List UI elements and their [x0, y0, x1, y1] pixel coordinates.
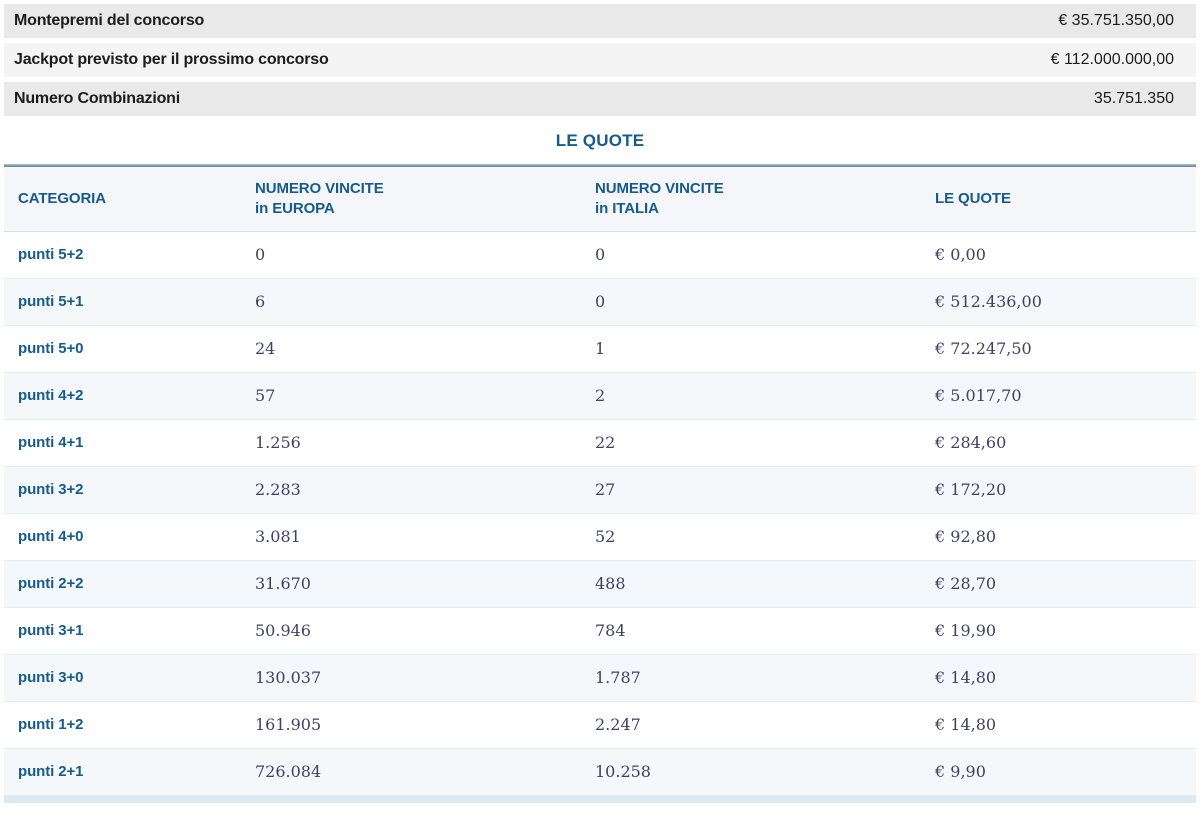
results-page: Montepremi del concorso € 35.751.350,00 … [4, 0, 1196, 803]
table-top-divider [4, 164, 1196, 167]
table-row: punti 3+2 2.283 27 € 172,20 [4, 466, 1196, 514]
wins-europe: 6 [245, 278, 585, 326]
summary-value: 35.751.350 [1093, 90, 1174, 107]
column-header-label: NUMERO VINCITE [595, 179, 724, 197]
category-label: punti 2+2 [4, 560, 245, 608]
quote-value: € 0,00 [925, 231, 1196, 279]
table-row: punti 5+0 24 1 € 72.247,50 [4, 325, 1196, 373]
table-row: punti 1+2 161.905 2.247 € 14,80 [4, 701, 1196, 749]
column-header-vincite-italia: NUMERO VINCITE in ITALIA [585, 167, 925, 232]
quote-value: € 14,80 [925, 701, 1196, 749]
summary-label: Jackpot previsto per il prossimo concors… [14, 51, 329, 68]
wins-italy: 27 [585, 466, 925, 514]
quotes-table: CATEGORIA NUMERO VINCITE in EUROPA NUMERO… [4, 167, 1196, 796]
wins-italy: 0 [585, 278, 925, 326]
wins-italy: 488 [585, 560, 925, 608]
quote-value: € 9,90 [925, 748, 1196, 796]
summary-row-jackpot: Jackpot previsto per il prossimo concors… [4, 43, 1196, 77]
category-label: punti 3+1 [4, 607, 245, 655]
quote-value: € 14,80 [925, 654, 1196, 702]
table-row: punti 4+0 3.081 52 € 92,80 [4, 513, 1196, 561]
wins-europe: 726.084 [245, 748, 585, 796]
column-header-vincite-europa: NUMERO VINCITE in EUROPA [245, 167, 585, 232]
wins-italy: 22 [585, 419, 925, 467]
wins-europe: 50.946 [245, 607, 585, 655]
summary-label: Montepremi del concorso [14, 12, 205, 29]
wins-italy: 1.787 [585, 654, 925, 702]
wins-europe: 0 [245, 231, 585, 279]
category-label: punti 1+2 [4, 701, 245, 749]
table-row: punti 3+0 130.037 1.787 € 14,80 [4, 654, 1196, 702]
wins-italy: 0 [585, 231, 925, 279]
section-title: LE QUOTE [555, 131, 645, 150]
summary-value: € 112.000.000,00 [1050, 51, 1174, 68]
quote-value: € 512.436,00 [925, 278, 1196, 326]
wins-europe: 2.283 [245, 466, 585, 514]
prize-summary: Montepremi del concorso € 35.751.350,00 … [4, 4, 1196, 116]
wins-europe: 31.670 [245, 560, 585, 608]
table-bottom-divider [4, 795, 1196, 803]
table-row: punti 2+2 31.670 488 € 28,70 [4, 560, 1196, 608]
category-label: punti 5+0 [4, 325, 245, 373]
wins-italy: 784 [585, 607, 925, 655]
category-label: punti 5+1 [4, 278, 245, 326]
wins-europe: 130.037 [245, 654, 585, 702]
wins-europe: 1.256 [245, 419, 585, 467]
summary-label: Numero Combinazioni [14, 90, 180, 107]
column-header-label: LE QUOTE [935, 189, 1011, 207]
wins-europe: 57 [245, 372, 585, 420]
quotes-table-header: CATEGORIA NUMERO VINCITE in EUROPA NUMERO… [4, 167, 1196, 232]
table-row: punti 2+1 726.084 10.258 € 9,90 [4, 748, 1196, 796]
wins-italy: 10.258 [585, 748, 925, 796]
table-row: punti 5+1 6 0 € 512.436,00 [4, 278, 1196, 326]
quote-value: € 92,80 [925, 513, 1196, 561]
quote-value: € 5.017,70 [925, 372, 1196, 420]
column-header-label: NUMERO VINCITE [255, 179, 384, 197]
wins-italy: 52 [585, 513, 925, 561]
summary-row-combinazioni: Numero Combinazioni 35.751.350 [4, 82, 1196, 116]
column-header-subline: in ITALIA [595, 199, 659, 217]
table-row: punti 5+2 0 0 € 0,00 [4, 231, 1196, 279]
table-row: punti 3+1 50.946 784 € 19,90 [4, 607, 1196, 655]
summary-row-montepremi: Montepremi del concorso € 35.751.350,00 [4, 4, 1196, 38]
quote-value: € 19,90 [925, 607, 1196, 655]
column-header-label: CATEGORIA [18, 189, 106, 207]
category-label: punti 3+2 [4, 466, 245, 514]
summary-value: € 35.751.350,00 [1058, 12, 1174, 29]
category-label: punti 3+0 [4, 654, 245, 702]
table-row: punti 4+2 57 2 € 5.017,70 [4, 372, 1196, 420]
category-label: punti 4+1 [4, 419, 245, 467]
wins-italy: 2.247 [585, 701, 925, 749]
category-label: punti 5+2 [4, 231, 245, 279]
category-label: punti 4+2 [4, 372, 245, 420]
table-row: punti 4+1 1.256 22 € 284,60 [4, 419, 1196, 467]
quote-value: € 72.247,50 [925, 325, 1196, 373]
column-header-le-quote: LE QUOTE [925, 167, 1196, 232]
wins-europe: 24 [245, 325, 585, 373]
wins-europe: 161.905 [245, 701, 585, 749]
column-header-categoria: CATEGORIA [4, 167, 245, 232]
quotes-table-body: punti 5+2 0 0 € 0,00 punti 5+1 6 0 € 512… [4, 231, 1196, 796]
category-label: punti 2+1 [4, 748, 245, 796]
wins-europe: 3.081 [245, 513, 585, 561]
wins-italy: 2 [585, 372, 925, 420]
quote-value: € 172,20 [925, 466, 1196, 514]
column-header-subline: in EUROPA [255, 199, 335, 217]
quote-value: € 28,70 [925, 560, 1196, 608]
quote-value: € 284,60 [925, 419, 1196, 467]
wins-italy: 1 [585, 325, 925, 373]
category-label: punti 4+0 [4, 513, 245, 561]
